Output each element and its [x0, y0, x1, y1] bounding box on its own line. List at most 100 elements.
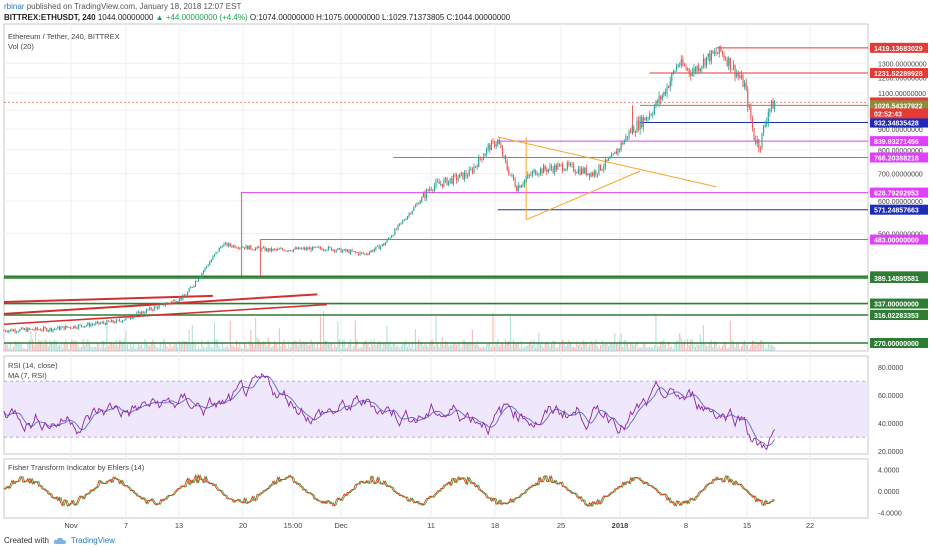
volume-bar — [31, 339, 34, 351]
volume-bar — [58, 344, 60, 351]
volume-bar — [5, 342, 7, 351]
volume-bar — [365, 340, 367, 351]
volume-bar — [663, 339, 665, 351]
volume-bar — [550, 343, 553, 351]
volume-bar — [286, 348, 288, 351]
volume-bar — [386, 326, 388, 351]
tradingview-brand[interactable]: TradingView — [70, 536, 115, 545]
volume-bar — [471, 329, 473, 351]
author-link[interactable]: rbinar — [4, 2, 25, 11]
volume-bar — [144, 339, 146, 351]
volume-bar — [736, 343, 738, 351]
volume-bar — [538, 332, 540, 351]
candle-body — [736, 73, 738, 77]
candle-body — [52, 329, 54, 332]
volume-bar — [666, 348, 668, 351]
candle-body — [587, 173, 589, 175]
volume-bar — [134, 348, 136, 351]
volume-bar — [153, 343, 155, 351]
volume-bar — [281, 343, 284, 351]
volume-bar — [69, 342, 72, 351]
candle-body — [245, 245, 247, 249]
volume-bar — [630, 342, 632, 351]
candle-body — [430, 189, 432, 191]
volume-bar — [693, 344, 695, 351]
volume-bar — [573, 346, 575, 351]
volume-bar — [549, 346, 551, 351]
volume-bar — [158, 347, 160, 351]
candle-body — [772, 100, 774, 109]
volume-bar — [456, 345, 458, 351]
candle-body — [574, 171, 576, 173]
volume-bar — [421, 342, 423, 351]
volume-bar — [174, 344, 176, 351]
candle-body — [421, 197, 423, 202]
volume-bar — [316, 342, 318, 351]
volume-bar — [411, 341, 413, 351]
volume-bar — [353, 345, 355, 351]
candle-body — [128, 316, 130, 319]
candle-body — [134, 314, 136, 317]
volume-bar — [552, 340, 554, 351]
candle-body — [14, 329, 16, 332]
candle-body — [557, 164, 559, 170]
volume-bar — [24, 348, 26, 351]
volume-bar — [133, 341, 135, 351]
candle-body — [164, 304, 166, 306]
volume-bar — [498, 346, 500, 351]
volume-bar — [751, 340, 754, 351]
volume-bar — [103, 340, 105, 351]
candle-body — [774, 102, 776, 109]
volume-bar — [387, 344, 390, 351]
candle-body — [258, 246, 260, 249]
volume-bar — [36, 344, 38, 351]
volume-bar — [413, 348, 415, 351]
y-tick-label: 1200.00000000 — [878, 76, 927, 83]
volume-bar — [558, 343, 560, 351]
candle-body — [394, 228, 396, 235]
candle-body — [573, 164, 575, 172]
candle-body — [228, 243, 230, 247]
volume-bar — [120, 339, 122, 351]
volume-bar — [348, 343, 350, 351]
volume-bar — [12, 346, 15, 351]
volume-bar — [19, 344, 21, 351]
candle-body — [342, 250, 344, 253]
candle-body — [122, 320, 124, 322]
candle-body — [221, 246, 223, 248]
volume-bar — [61, 348, 64, 351]
candle-body — [288, 250, 290, 252]
volume-bar — [250, 329, 252, 351]
countdown-box — [870, 108, 928, 119]
volume-bar — [39, 341, 41, 351]
x-tick-label: 7 — [124, 521, 128, 530]
price-label-box — [870, 298, 928, 309]
candle-body — [706, 56, 708, 66]
candle-body — [20, 327, 22, 330]
candle-body — [117, 319, 119, 321]
candle-body — [503, 155, 505, 157]
candle-body — [685, 65, 687, 69]
candle-body — [156, 306, 159, 309]
x-tick-label: 22 — [806, 521, 814, 530]
candle-body — [763, 126, 765, 133]
volume-bar — [634, 342, 636, 351]
candle-body — [460, 172, 462, 174]
volume-bar — [617, 342, 619, 351]
candle-body — [38, 329, 40, 331]
candle-body — [555, 165, 557, 170]
volume-bar — [340, 348, 342, 351]
candle-body — [633, 126, 635, 133]
candle-body — [209, 262, 211, 266]
candle-body — [511, 174, 513, 176]
candle-body — [137, 311, 140, 313]
volume-bar — [642, 343, 644, 351]
pane-border — [3, 458, 869, 519]
volume-bar — [764, 347, 766, 351]
candle-body — [174, 300, 176, 303]
volume-bar — [223, 347, 225, 351]
volume-bar — [405, 340, 407, 351]
cloud-icon — [53, 537, 66, 544]
volume-bar — [497, 339, 499, 351]
